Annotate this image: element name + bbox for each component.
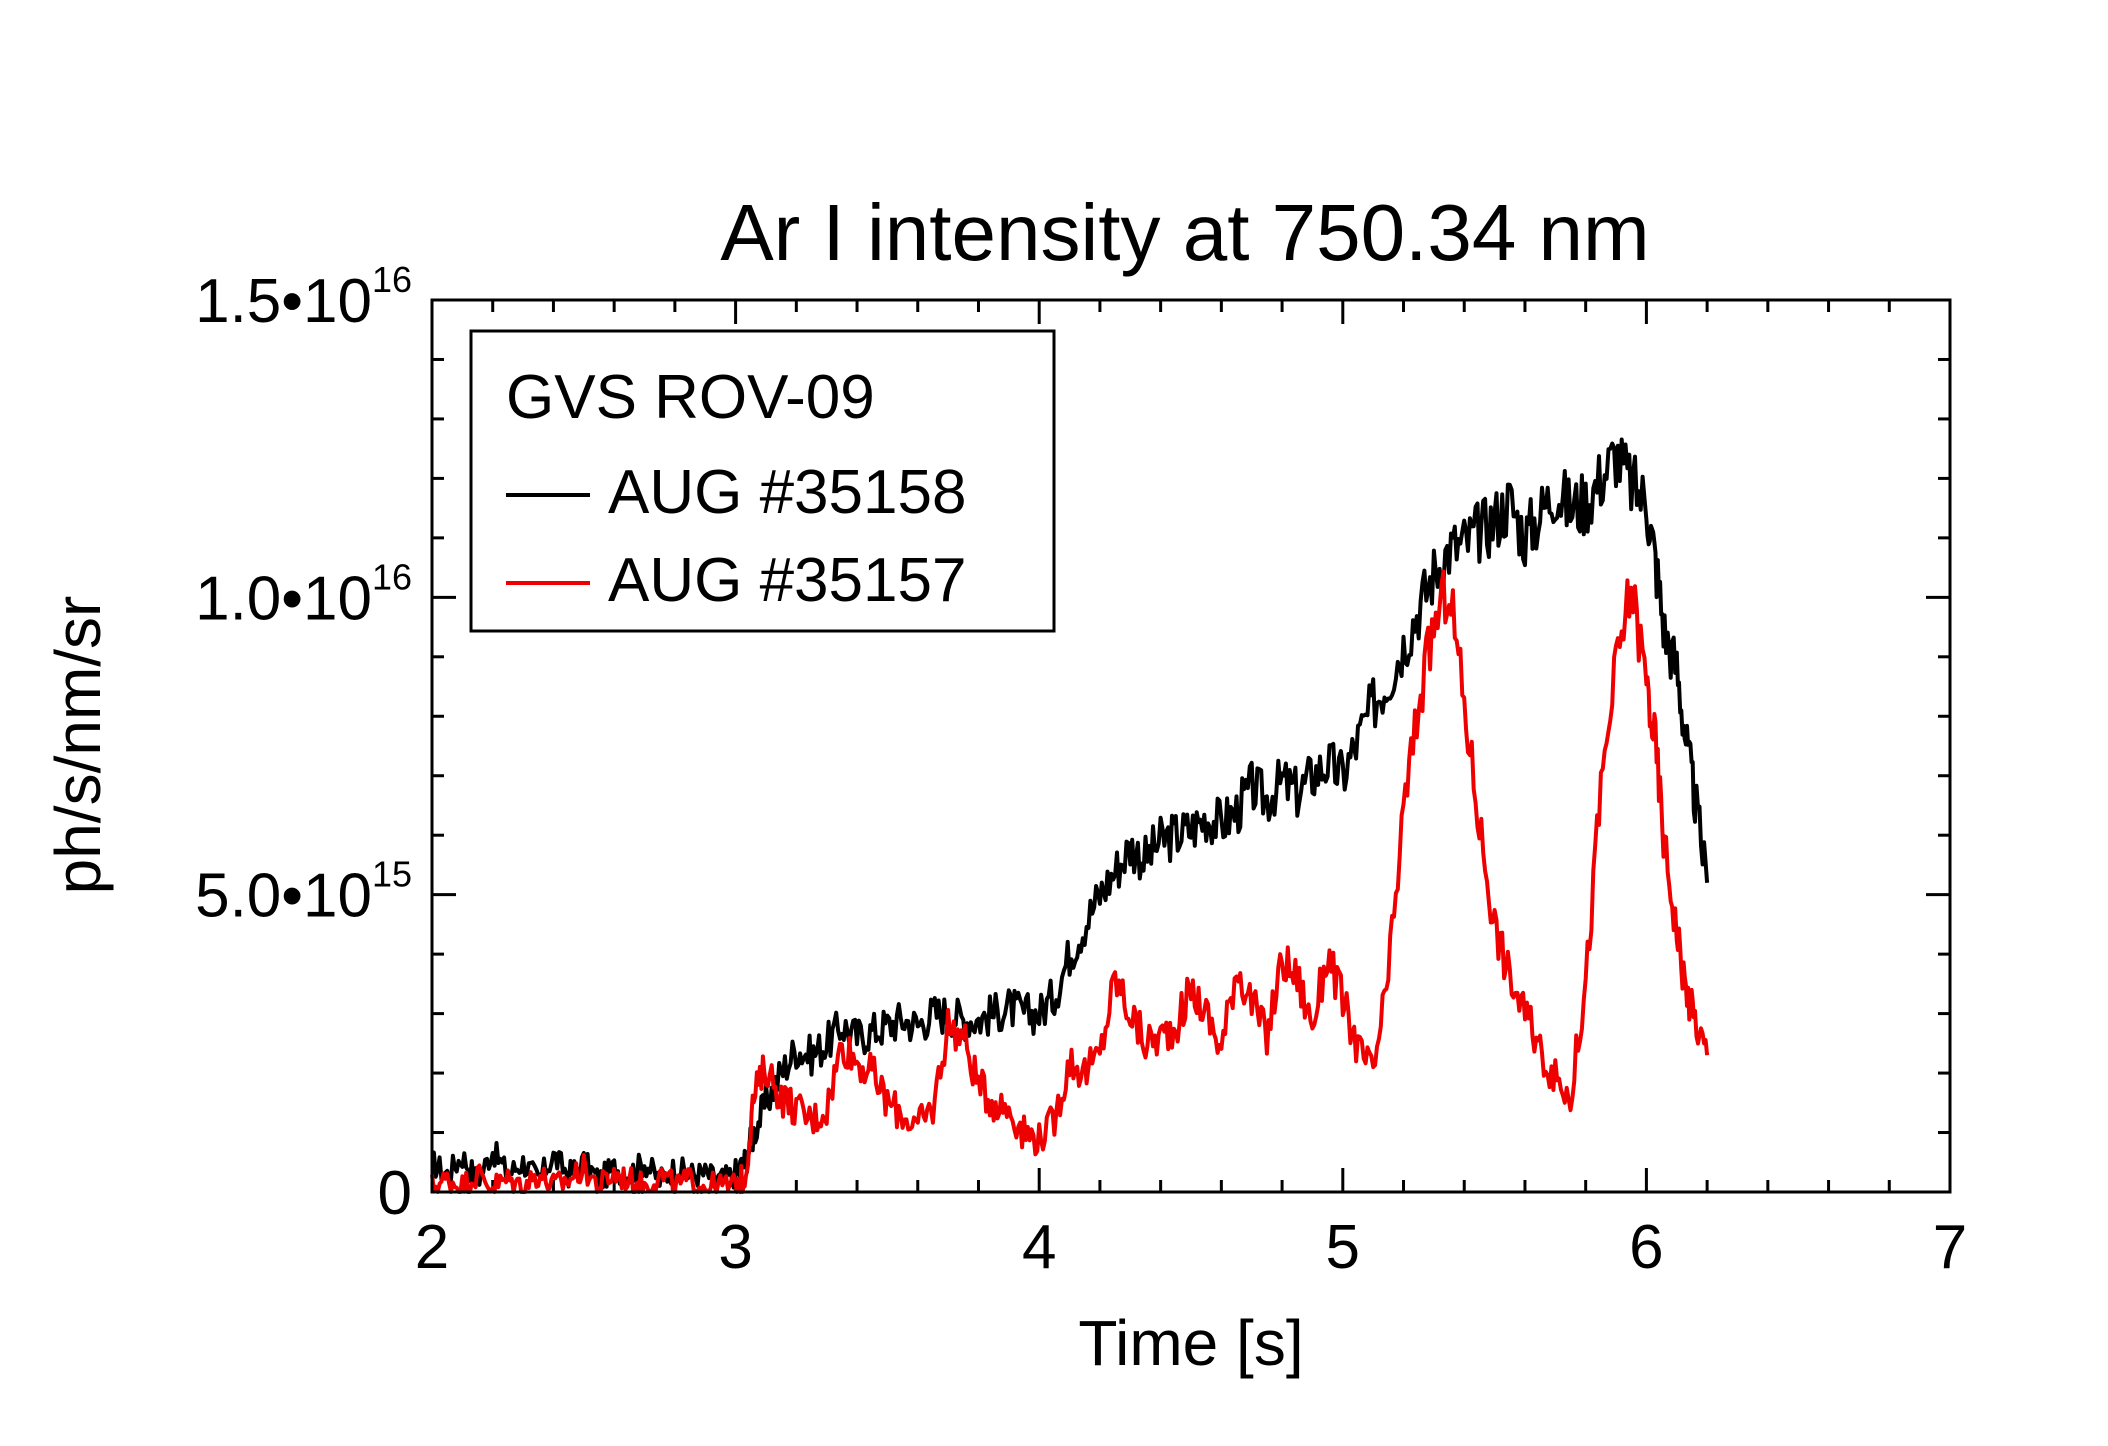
x-tick-label: 6 [1629,1213,1663,1282]
x-axis-label: Time [s] [1078,1307,1303,1379]
plot-frame [430,298,1952,1194]
legend: GVS ROV-09 AUG #35158 AUG #35157 [469,329,1056,633]
series-line-aug-35157 [430,569,1710,1194]
y-tick-label: 5.0•1015 [195,854,412,931]
y-tick-label: 0 [378,1159,412,1228]
legend-entry-35158: AUG #35158 [608,458,966,527]
x-tick-label: 7 [1933,1213,1967,1282]
legend-header: GVS ROV-09 [506,363,875,432]
legend-entry-35157: AUG #35157 [608,546,966,615]
x-tick-label: 3 [718,1213,752,1282]
y-axis-label: ph/s/nm/sr [42,596,114,895]
x-tick-label: 4 [1022,1213,1056,1282]
y-tick-labels: 0 5.0•1015 1.0•1016 1.5•1016 [195,259,412,1228]
y-tick-label: 1.0•1016 [195,556,412,633]
series-line-aug-35158 [431,437,1710,1191]
y-tick-label: 1.5•1016 [195,259,412,336]
chart-title: Ar I intensity at 750.34 nm [720,188,1649,277]
series-layer [430,437,1710,1194]
x-tick-labels: 2 3 4 5 6 7 [415,1213,1967,1282]
x-tick-label: 5 [1326,1213,1360,1282]
x-tick-label: 2 [415,1213,449,1282]
